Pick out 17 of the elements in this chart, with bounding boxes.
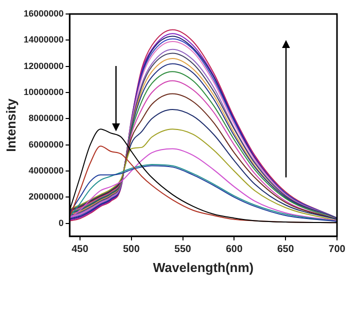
- y-tick-label: 16000000: [24, 8, 64, 18]
- y-tick-label: 14000000: [24, 34, 64, 45]
- x-tick-label: 600: [226, 244, 243, 256]
- y-axis-title: Intensity: [3, 98, 18, 152]
- x-axis-title: Wavelength(nm): [153, 260, 254, 275]
- y-tick-label: 12000000: [24, 60, 64, 71]
- y-tick-label: 4000000: [28, 165, 64, 176]
- x-tick-label: 500: [122, 244, 140, 256]
- y-tick-label: 0: [58, 218, 64, 228]
- x-tick-label: 700: [328, 244, 346, 256]
- x-tick-label: 650: [277, 244, 294, 256]
- y-tick-label: 10000000: [24, 86, 64, 97]
- x-tick-label: 550: [174, 244, 192, 256]
- y-tick-label: 8000000: [28, 113, 64, 124]
- y-tick-label: 2000000: [28, 192, 64, 202]
- x-tick-label: 450: [72, 244, 89, 256]
- y-tick-label: 6000000: [28, 139, 64, 150]
